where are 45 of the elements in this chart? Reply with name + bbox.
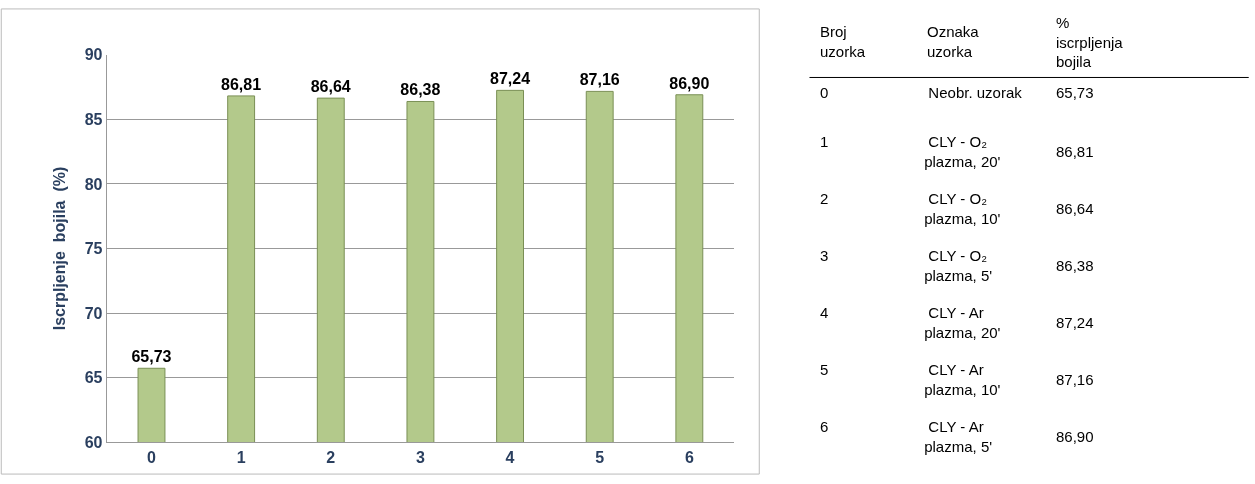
text: Broj uzorka <box>820 23 866 60</box>
text: 86,81 <box>1056 143 1094 160</box>
y-tick-label: 70 <box>84 304 103 322</box>
text: 5 CLY - Ar <box>820 361 984 378</box>
text: 3 CLY - O₂ <box>820 247 987 264</box>
data-label: 87,16 <box>579 71 620 89</box>
text: 86,38 <box>1056 257 1094 274</box>
data-label: 86,64 <box>310 78 351 96</box>
text: 2 CLY - O₂ <box>820 190 987 207</box>
x-tick-label: 1 <box>236 448 246 466</box>
text: 65,73 <box>1056 84 1094 101</box>
text: 86,64 <box>1056 200 1094 217</box>
text: 87,16 <box>1056 371 1094 388</box>
x-tick-label: 4 <box>505 448 515 466</box>
data-label: 65,73 <box>131 348 172 366</box>
text: 4 CLY - Ar <box>820 304 984 321</box>
data-label: 86,90 <box>669 74 710 92</box>
text: plazma, 5' <box>924 437 993 455</box>
text: plazma, 20' <box>924 152 1001 170</box>
text: plazma, 20' <box>924 323 1001 341</box>
text: 87,24 <box>1056 314 1094 331</box>
text: % iscrpljenja bojila <box>1056 14 1124 70</box>
y-tick-label: 75 <box>84 240 103 258</box>
text: 1 CLY - O₂ <box>820 133 987 150</box>
x-tick-label: 5 <box>595 448 605 466</box>
text: 6 CLY - Ar <box>820 418 984 435</box>
y-axis-title: Iscrpljenje bojila (%) <box>50 166 68 331</box>
x-tick-label: 6 <box>684 448 694 466</box>
x-tick-label: 0 <box>147 448 157 466</box>
data-label: 87,24 <box>490 70 531 88</box>
data-label: 86,38 <box>400 81 441 99</box>
text: Oznaka uzorka <box>927 23 980 60</box>
text: 86,90 <box>1056 428 1094 445</box>
text: plazma, 10' <box>924 380 1001 398</box>
y-tick-label: 90 <box>84 46 103 64</box>
y-tick-label: 65 <box>84 369 103 387</box>
data-label: 86,81 <box>221 75 262 93</box>
y-tick-label: 85 <box>84 110 103 128</box>
y-tick-label: 80 <box>84 175 103 193</box>
text: plazma, 10' <box>924 209 1001 227</box>
x-tick-label: 2 <box>326 448 336 466</box>
text: plazma, 5' <box>924 266 993 284</box>
text: 0 Neobr. uzorak <box>820 84 1022 101</box>
x-tick-label: 3 <box>415 448 425 466</box>
y-tick-label: 60 <box>84 433 103 451</box>
